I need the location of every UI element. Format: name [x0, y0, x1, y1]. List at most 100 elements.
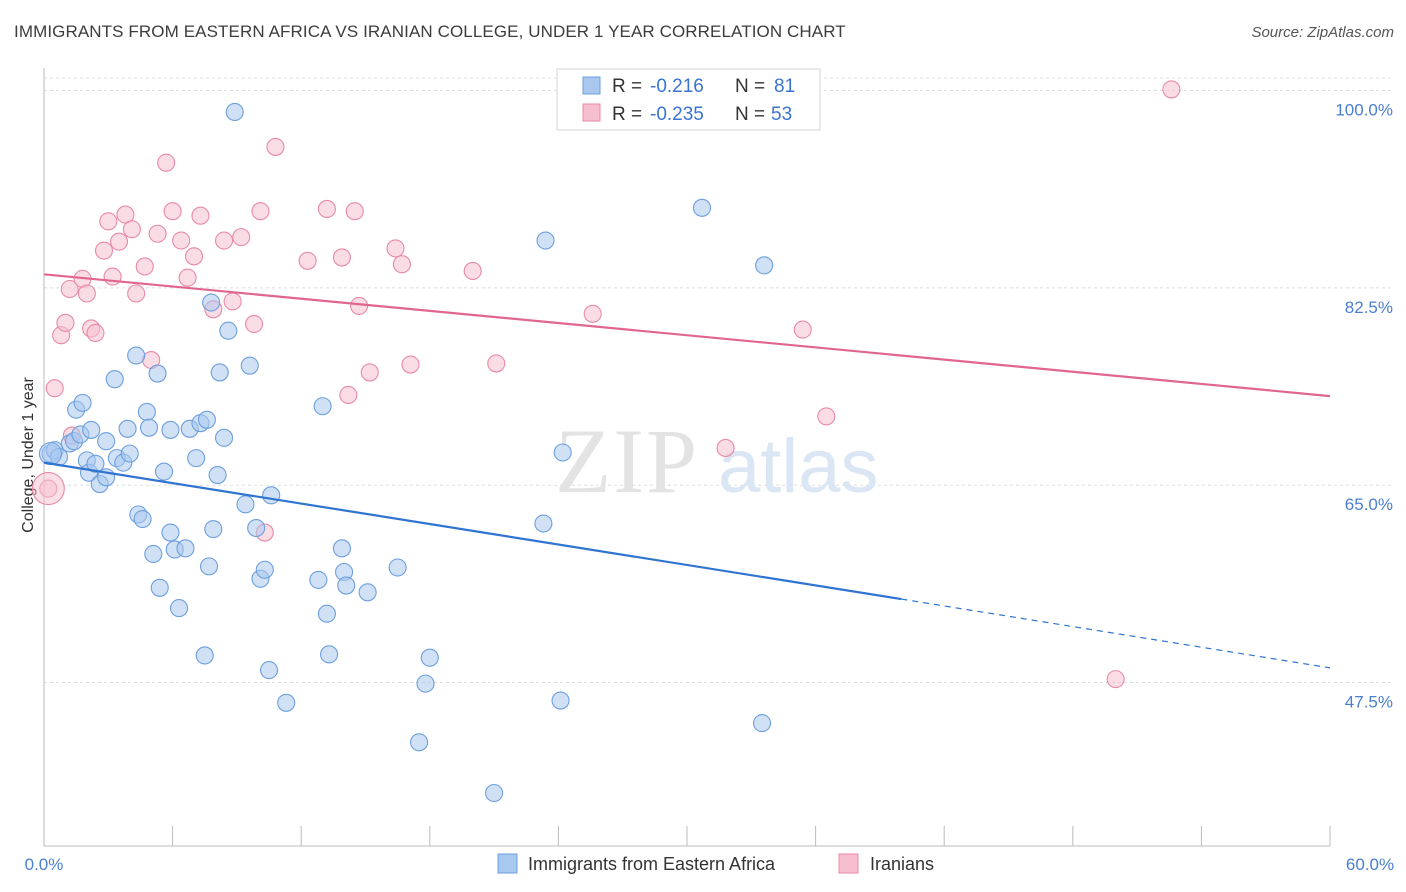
y-tick-label: 82.5%	[1345, 298, 1393, 317]
data-point	[692, 198, 712, 217]
data-point	[320, 645, 339, 664]
stats-legend: R = -0.216 N = 81 R = -0.235 N = 53	[556, 68, 821, 131]
data-point	[386, 239, 405, 258]
data-point	[187, 449, 206, 468]
data-point	[236, 495, 255, 514]
data-point	[755, 256, 774, 275]
data-point	[214, 231, 234, 250]
data-point	[105, 370, 124, 389]
data-point	[463, 261, 482, 281]
data-point	[202, 293, 221, 312]
data-point	[232, 228, 251, 247]
series-eastern-africa-points	[38, 102, 774, 803]
data-point	[82, 420, 101, 439]
data-point	[716, 438, 735, 458]
data-point	[551, 691, 570, 710]
data-point	[122, 220, 141, 239]
stats-legend-box	[556, 68, 821, 131]
data-point	[161, 523, 180, 542]
legend-swatch-eastern-africa	[497, 853, 518, 874]
data-point	[266, 137, 285, 156]
data-point	[223, 292, 242, 311]
watermark: ZIP atlas	[555, 410, 879, 512]
data-point	[127, 346, 146, 365]
data-point	[317, 604, 336, 623]
stats-legend-swatch-blue	[582, 76, 601, 95]
data-point	[360, 363, 379, 382]
data-point	[337, 576, 356, 595]
y-tick-label: 100.0%	[1335, 101, 1393, 120]
data-point	[99, 212, 118, 231]
y-axis-label: College, Under 1 year	[20, 377, 37, 533]
data-point	[313, 397, 332, 416]
data-point	[195, 646, 214, 665]
data-point	[487, 354, 506, 373]
data-point	[94, 241, 114, 260]
data-point	[255, 560, 274, 579]
stats-legend-r-label-pink: R =	[612, 104, 642, 125]
bottom-legend: Immigrants from Eastern Africa Iranians	[497, 853, 934, 874]
data-point	[219, 321, 238, 340]
data-point	[1162, 80, 1181, 99]
data-point	[388, 558, 407, 577]
data-point	[199, 557, 219, 576]
data-point	[247, 518, 266, 538]
series-iranians-points	[31, 80, 1181, 689]
data-point	[277, 693, 296, 712]
stats-legend-n-label-pink: N =	[735, 104, 765, 125]
legend-label-iranians: Iranians	[870, 854, 934, 874]
trend-line-eastern-africa-extension	[901, 598, 1331, 669]
data-point	[60, 279, 79, 299]
data-point	[169, 599, 189, 618]
data-point	[793, 320, 812, 339]
data-point	[214, 428, 234, 447]
legend-label-eastern-africa: Immigrants from Eastern Africa	[528, 854, 776, 874]
data-point	[345, 202, 364, 221]
data-point	[817, 407, 836, 426]
data-point	[332, 539, 351, 558]
watermark-atlas: atlas	[718, 424, 879, 509]
chart-title: IMMIGRANTS FROM EASTERN AFRICA VS IRANIA…	[14, 22, 846, 41]
data-point	[137, 402, 156, 421]
trend-lines	[43, 273, 1331, 669]
data-point	[210, 363, 229, 382]
data-point	[154, 462, 174, 481]
data-point	[157, 153, 176, 172]
data-point	[135, 257, 154, 276]
data-point	[204, 520, 223, 539]
stats-legend-n-value-blue: 81	[774, 76, 795, 97]
data-point	[416, 674, 435, 693]
data-point	[150, 578, 169, 597]
data-point	[536, 231, 555, 250]
data-point	[178, 268, 197, 287]
data-point	[420, 648, 439, 667]
data-point	[298, 251, 317, 270]
data-point	[86, 323, 105, 343]
data-point	[120, 444, 139, 463]
stats-legend-r-value-blue: -0.216	[650, 76, 704, 97]
gridlines	[44, 77, 1392, 684]
x-tick-label-max: 60.0%	[1346, 855, 1394, 874]
data-point	[358, 583, 377, 602]
data-point	[534, 514, 553, 533]
data-point	[392, 255, 411, 274]
y-tick-label: 47.5%	[1345, 693, 1393, 712]
data-point	[410, 733, 429, 752]
data-point	[109, 232, 129, 251]
stats-legend-r-label-blue: R =	[612, 76, 642, 97]
data-point	[251, 202, 270, 221]
data-point	[184, 247, 204, 266]
data-point	[176, 539, 195, 558]
data-point	[56, 313, 75, 332]
cluster-point	[31, 472, 65, 506]
data-point	[208, 465, 227, 485]
data-point	[191, 206, 210, 225]
x-ticks	[43, 826, 1331, 846]
data-point	[240, 356, 259, 375]
stats-legend-n-label-blue: N =	[735, 76, 765, 97]
data-point	[97, 432, 116, 451]
trend-line-iranians	[43, 273, 1331, 398]
data-point	[45, 379, 64, 398]
data-point	[77, 284, 96, 303]
